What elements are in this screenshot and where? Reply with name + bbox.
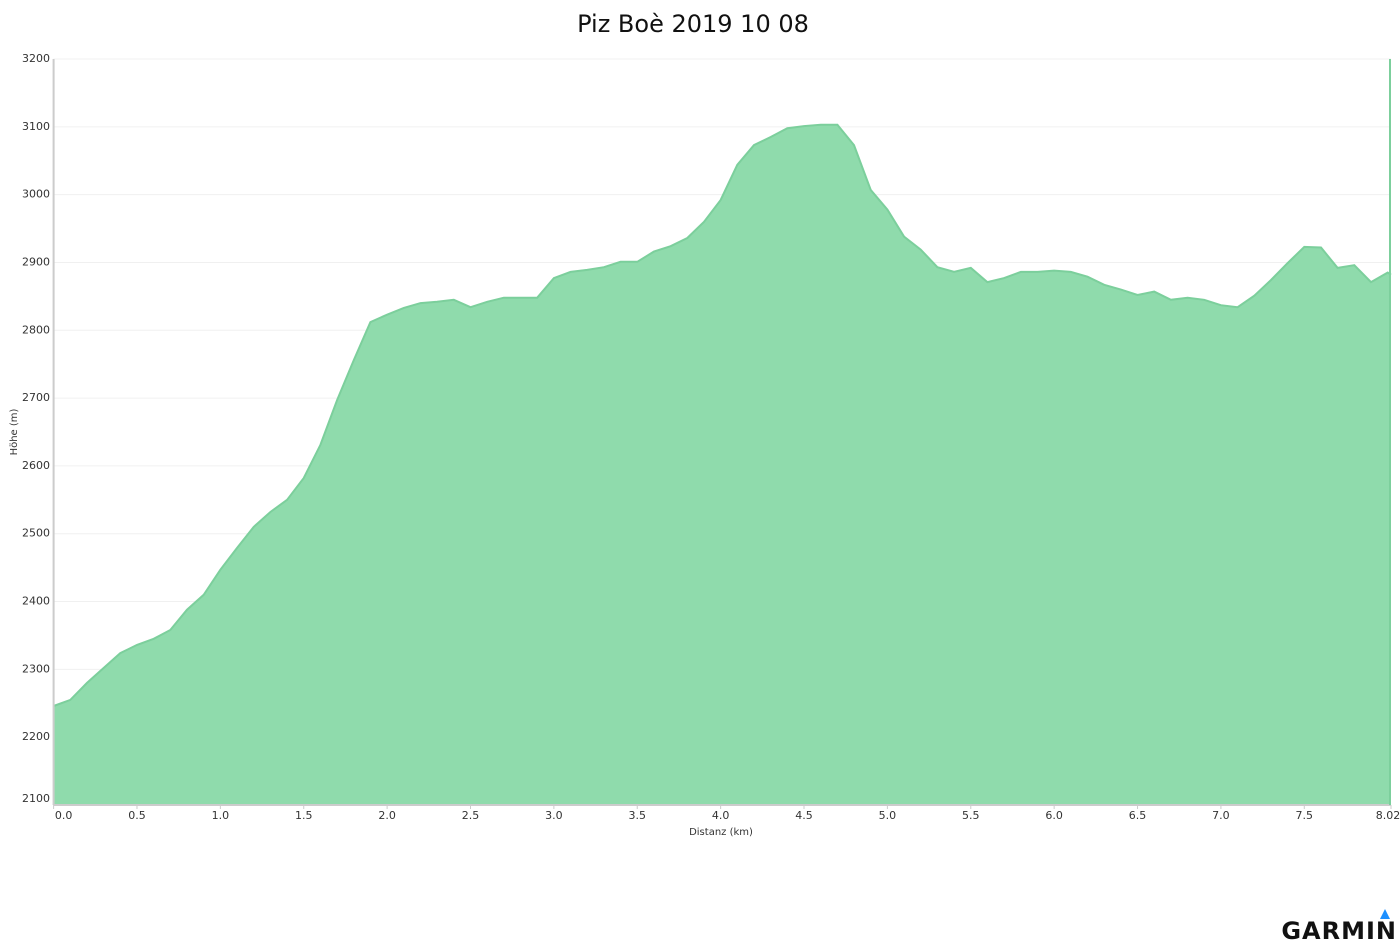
logo: GARMIN bbox=[1281, 917, 1397, 942]
x-tick-label: 3.0 bbox=[545, 809, 563, 822]
y-tick-label: 2100 bbox=[22, 792, 50, 805]
x-tick-label: 3.5 bbox=[629, 809, 647, 822]
y-tick-label: 2500 bbox=[22, 527, 50, 540]
x-tick-label: 2.5 bbox=[462, 809, 480, 822]
area-fill bbox=[53, 124, 1392, 806]
y-tick-label: 2400 bbox=[22, 595, 50, 608]
y-tick-label: 3000 bbox=[22, 188, 50, 201]
logo-mark bbox=[1380, 909, 1390, 919]
y-axis-label: Höhe (m) bbox=[9, 408, 20, 455]
chart-title: Piz Boè 2019 10 08 bbox=[577, 10, 809, 38]
x-tick-label: 2.0 bbox=[378, 809, 396, 822]
x-tick-label: 1.5 bbox=[295, 809, 313, 822]
x-tick-label: 1.0 bbox=[212, 809, 230, 822]
y-tick-label: 2200 bbox=[22, 730, 50, 743]
x-axis-label: Distanz (km) bbox=[689, 827, 753, 838]
y-tick-label: 2600 bbox=[22, 459, 50, 472]
x-tick-label: 0.5 bbox=[128, 809, 146, 822]
x-tick-label: 7.0 bbox=[1212, 809, 1230, 822]
y-tick-label: 2900 bbox=[22, 255, 50, 268]
y-tick-label: 2300 bbox=[22, 662, 50, 675]
x-tick-label: 5.5 bbox=[962, 809, 980, 822]
x-tick-label: 0.0 bbox=[55, 809, 73, 822]
y-tick-label: 2700 bbox=[22, 391, 50, 404]
x-tick-label: 6.5 bbox=[1129, 809, 1147, 822]
y-tick-label: 3100 bbox=[22, 120, 50, 133]
area-line bbox=[53, 123, 1392, 707]
x-tick-label: 7.5 bbox=[1296, 809, 1314, 822]
x-tick-label: 6.0 bbox=[1045, 809, 1063, 822]
x-tick-label: 4.0 bbox=[712, 809, 730, 822]
x-tick-label: 5.0 bbox=[879, 809, 897, 822]
x-tick-label: 8.02 bbox=[1376, 809, 1400, 822]
y-tick-label: 3200 bbox=[22, 52, 50, 65]
y-tick-label: 2800 bbox=[22, 323, 50, 336]
x-tick-label: 4.5 bbox=[795, 809, 813, 822]
